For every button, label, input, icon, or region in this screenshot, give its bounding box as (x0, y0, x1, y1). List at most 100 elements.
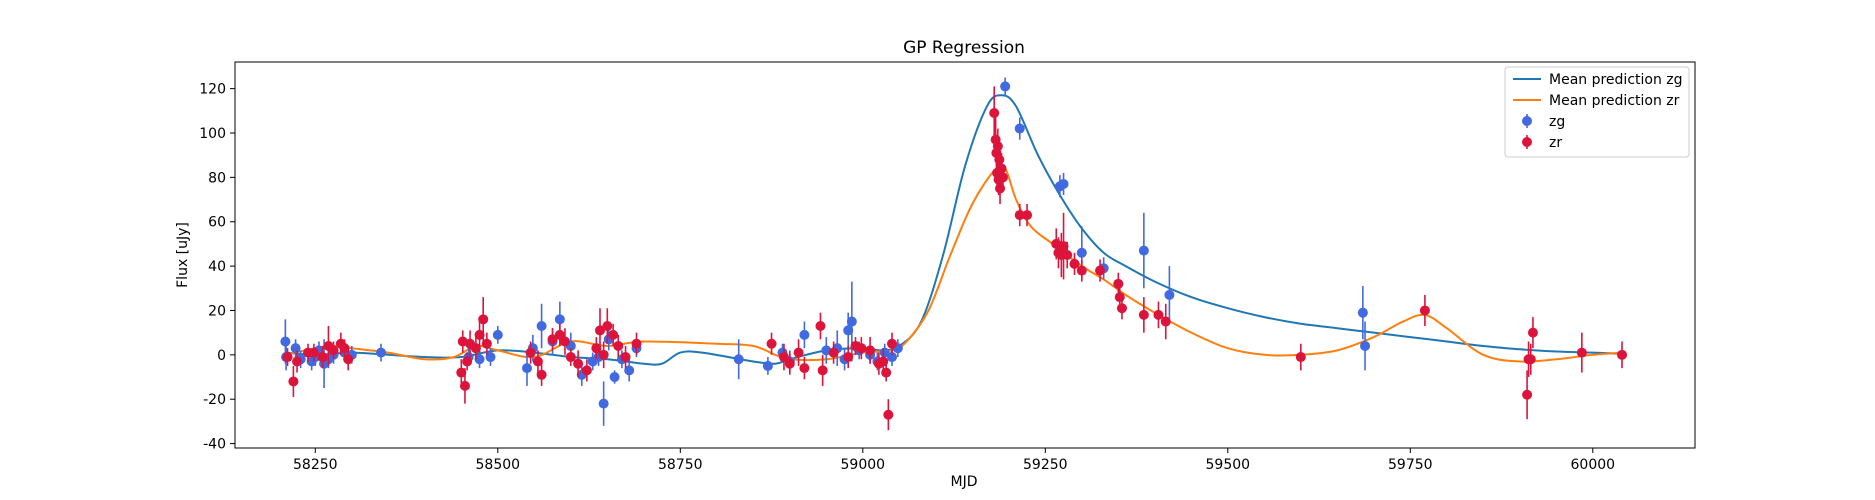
x-tick-label: 59750 (1388, 457, 1433, 473)
data-point (536, 320, 547, 331)
data-point (595, 325, 605, 336)
data-point (1113, 278, 1124, 289)
data-point (799, 329, 810, 340)
data-point (602, 320, 613, 331)
data-point (883, 409, 894, 420)
y-tick-label: 100 (199, 126, 226, 142)
data-point (282, 352, 293, 363)
data-point (1114, 292, 1125, 303)
data-point (733, 354, 744, 365)
plot-frame (234, 61, 1696, 449)
data-point (992, 141, 1003, 152)
data-point (525, 347, 536, 358)
data-point (766, 338, 777, 349)
data-point (762, 360, 773, 371)
legend-label: Mean prediction zg (1549, 72, 1683, 88)
data-point (547, 334, 558, 345)
data-point (989, 108, 1000, 119)
x-tick-label: 58750 (658, 457, 703, 473)
data-point (481, 338, 492, 349)
data-point (631, 338, 642, 349)
data-point (492, 329, 503, 340)
legend-marker-swatch (1522, 137, 1532, 147)
data-point (485, 352, 496, 363)
data-point (1164, 289, 1175, 300)
y-tick-label: -40 (203, 437, 226, 453)
legend-label: zr (1549, 135, 1562, 151)
y-tick-label: -20 (203, 392, 226, 408)
data-point (1138, 309, 1149, 320)
data-point (997, 172, 1008, 183)
data-point (536, 369, 547, 380)
data-point (778, 352, 789, 363)
plot-area (280, 77, 1627, 431)
data-point (843, 352, 854, 363)
legend-marker-swatch (1522, 116, 1532, 126)
data-point (470, 343, 481, 354)
data-point (339, 343, 350, 354)
data-point (1357, 307, 1368, 318)
data-point (1069, 258, 1080, 269)
data-point (474, 329, 485, 340)
data-point (613, 340, 624, 351)
data-point (559, 336, 570, 347)
x-tick-label: 60000 (1571, 457, 1616, 473)
x-tick-label: 58250 (293, 457, 338, 473)
legend: Mean prediction zg Mean prediction zr zg zr (1504, 66, 1690, 158)
data-point (879, 347, 890, 358)
data-point (317, 352, 328, 363)
data-point (1116, 303, 1127, 314)
x-axis: 58250 58500 58750 59000 59250 59500 59750 60000 (293, 448, 1615, 473)
data-point (1000, 81, 1011, 92)
data-point (887, 352, 897, 363)
data-point (565, 352, 576, 363)
legend-label: zg (1549, 114, 1565, 130)
data-point (456, 367, 467, 378)
data-point (1138, 245, 1149, 256)
series-line-zg (286, 94, 1623, 366)
data-point (1527, 327, 1538, 338)
data-point (887, 338, 897, 349)
data-point (573, 358, 584, 369)
data-point (280, 336, 291, 347)
data-point (1153, 309, 1164, 320)
data-point (1576, 347, 1587, 358)
data-point (609, 372, 620, 383)
data-point (1617, 349, 1627, 360)
data-point (598, 398, 609, 409)
data-point (1525, 354, 1536, 365)
data-point (1095, 265, 1106, 276)
data-point (799, 363, 810, 374)
data-point (591, 343, 602, 354)
data-point (288, 376, 299, 387)
data-point (608, 329, 619, 340)
data-point (459, 380, 470, 391)
data-point (881, 367, 892, 378)
data-point (290, 343, 301, 354)
data-point (828, 347, 839, 358)
chart-title: GP Regression (903, 38, 1025, 58)
data-point (865, 345, 876, 356)
data-point (1522, 389, 1533, 400)
data-point (328, 345, 339, 356)
data-point (1076, 265, 1087, 276)
x-tick-label: 59000 (841, 457, 886, 473)
data-point (784, 358, 795, 369)
data-point (994, 154, 1005, 165)
data-point (462, 356, 473, 367)
legend-label: Mean prediction zr (1549, 93, 1680, 109)
data-point (598, 349, 609, 360)
y-axis: -40 -20 0 20 40 60 80 100 120 (199, 82, 235, 453)
x-axis-label: MJD (951, 474, 978, 490)
series-zr (282, 86, 1627, 431)
data-point (522, 363, 532, 374)
y-tick-label: 0 (217, 348, 226, 364)
x-tick-label: 59500 (1206, 457, 1251, 473)
data-point (532, 356, 543, 367)
data-point (1014, 210, 1025, 221)
data-point (554, 314, 565, 325)
y-tick-label: 60 (208, 215, 226, 231)
data-point (478, 314, 489, 325)
data-point (1058, 179, 1069, 190)
